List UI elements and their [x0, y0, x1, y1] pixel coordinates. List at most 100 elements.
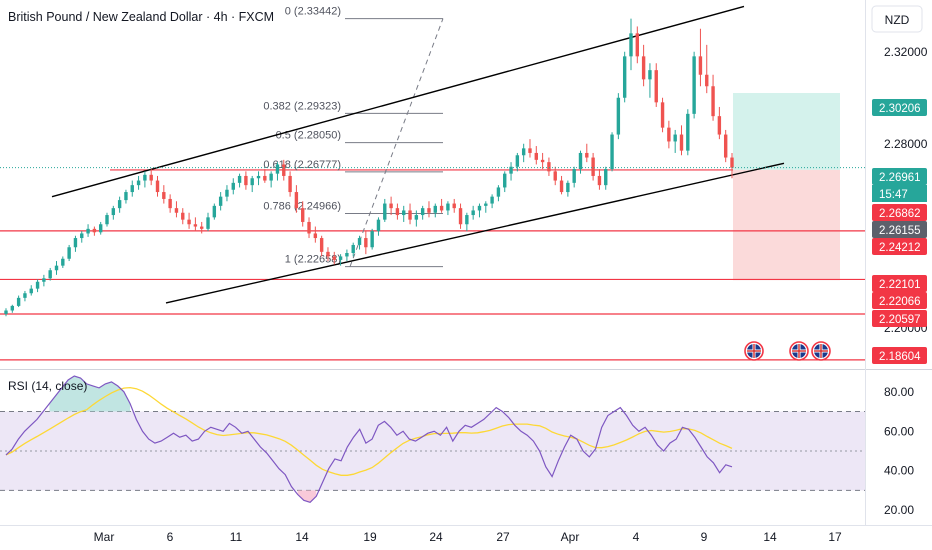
candle-body [477, 205, 482, 211]
rsi-tick-label: 20.00 [884, 503, 914, 517]
candle-body [357, 238, 362, 245]
candle-body [250, 178, 254, 186]
price-tag-label: 2.24212 [879, 242, 921, 254]
fib-level-label: 0 (2.33442) [285, 6, 341, 18]
fib-level-label: 0.5 (2.28050) [276, 130, 341, 142]
candle-body [383, 203, 387, 220]
candle-body [723, 134, 728, 158]
candle-body [622, 56, 627, 98]
candle-body [105, 215, 109, 225]
candle-body [711, 86, 715, 117]
price-tag-label: 2.30206 [879, 103, 921, 115]
candle-body [136, 180, 141, 186]
candle-body [654, 70, 658, 103]
horizontal-levels [0, 169, 865, 361]
candle-body [313, 233, 318, 239]
candle-body [162, 192, 166, 199]
uk-flag-icon [789, 341, 809, 361]
price-tags: 2.30206 2.26961 15:47 2.26862 2.26155 2.24212… [872, 99, 927, 364]
candle-body [345, 253, 349, 257]
candle-body [458, 208, 463, 225]
time-tick-label: 17 [828, 530, 842, 544]
candle-body [439, 205, 444, 211]
candle-body [155, 180, 160, 193]
candle-body [572, 169, 576, 183]
candle-body [515, 155, 520, 167]
candle-body [218, 196, 223, 206]
candle-body [92, 228, 97, 233]
rsi-ma-line [5, 386, 733, 476]
candle-body [332, 256, 336, 260]
candle-body [10, 305, 15, 311]
candle-body [395, 208, 400, 216]
price-tag-level [872, 275, 927, 292]
price-tag-dark [872, 221, 927, 238]
currency-button[interactable] [871, 5, 923, 33]
chart-title: British Pound / New Zealand Dollar · 4h … [8, 10, 274, 24]
candle-body [301, 208, 305, 222]
candle-body [698, 56, 703, 75]
candle-body [370, 231, 374, 248]
candle-body [490, 196, 494, 204]
time-tick-label: Mar [94, 530, 115, 544]
rsi-tick-label: 60.00 [884, 424, 914, 438]
candle-body [174, 208, 179, 213]
price-tag-level [872, 347, 927, 364]
candle-body [578, 152, 583, 170]
candle-body [376, 219, 381, 232]
candle-body [673, 134, 677, 142]
candle-body [503, 173, 507, 188]
time-tick-label: 9 [701, 530, 708, 544]
candle-body [427, 208, 431, 213]
candle-body [604, 169, 608, 186]
channel-upper-line [51, 5, 745, 198]
rsi-overbought-fill [49, 376, 621, 412]
time-tick-label: 24 [429, 530, 443, 544]
candle-body [705, 74, 709, 87]
candle-body [484, 203, 488, 206]
candle-body [307, 221, 311, 234]
uk-flag-icon [744, 341, 764, 361]
candle-body [16, 297, 21, 306]
candle-body [528, 148, 532, 153]
candle-body [42, 278, 46, 282]
rsi-oversold-fill [297, 490, 317, 503]
candle-body [635, 33, 640, 57]
candle-body [86, 228, 90, 234]
time-tick-label: 6 [167, 530, 174, 544]
candle-body [4, 310, 8, 314]
price-tag-label: 2.20597 [879, 314, 921, 326]
candle-body [465, 215, 469, 225]
price-tag-label: 2.22101 [879, 279, 921, 291]
time-ticks: Mar 6 11 14 19 24 27 Apr 4 9 14 17 [94, 530, 842, 544]
candle-body [420, 208, 425, 216]
fib-level-label: 0.618 (2.26777) [263, 159, 341, 171]
candle-body [237, 175, 242, 183]
candle-body [446, 203, 450, 211]
candle-body [35, 281, 40, 289]
candle-body [326, 251, 330, 257]
candle-body [547, 162, 551, 172]
candle-body [648, 70, 652, 80]
candle-body [553, 171, 557, 181]
fib-level-label: 0.786 (2.24966) [263, 201, 341, 213]
candle-body [364, 238, 368, 248]
fib-level-label: 0.382 (2.29323) [263, 100, 341, 112]
candle-body [667, 127, 671, 142]
economic-events [744, 341, 831, 361]
uk-flag-icon [811, 341, 831, 361]
candle-body [686, 113, 690, 151]
candle-body [73, 238, 78, 248]
candle-body [193, 224, 198, 227]
candle-body [408, 210, 412, 220]
candle-body [389, 203, 393, 209]
candle-body [149, 174, 153, 181]
candle-body [29, 288, 33, 294]
candle-body [80, 233, 84, 239]
ascending-channel [51, 5, 785, 304]
stop-zone [733, 169, 840, 281]
time-tick-label: 14 [763, 530, 777, 544]
time-axis[interactable]: Mar 6 11 14 19 24 27 Apr 4 9 14 17 [0, 525, 932, 545]
